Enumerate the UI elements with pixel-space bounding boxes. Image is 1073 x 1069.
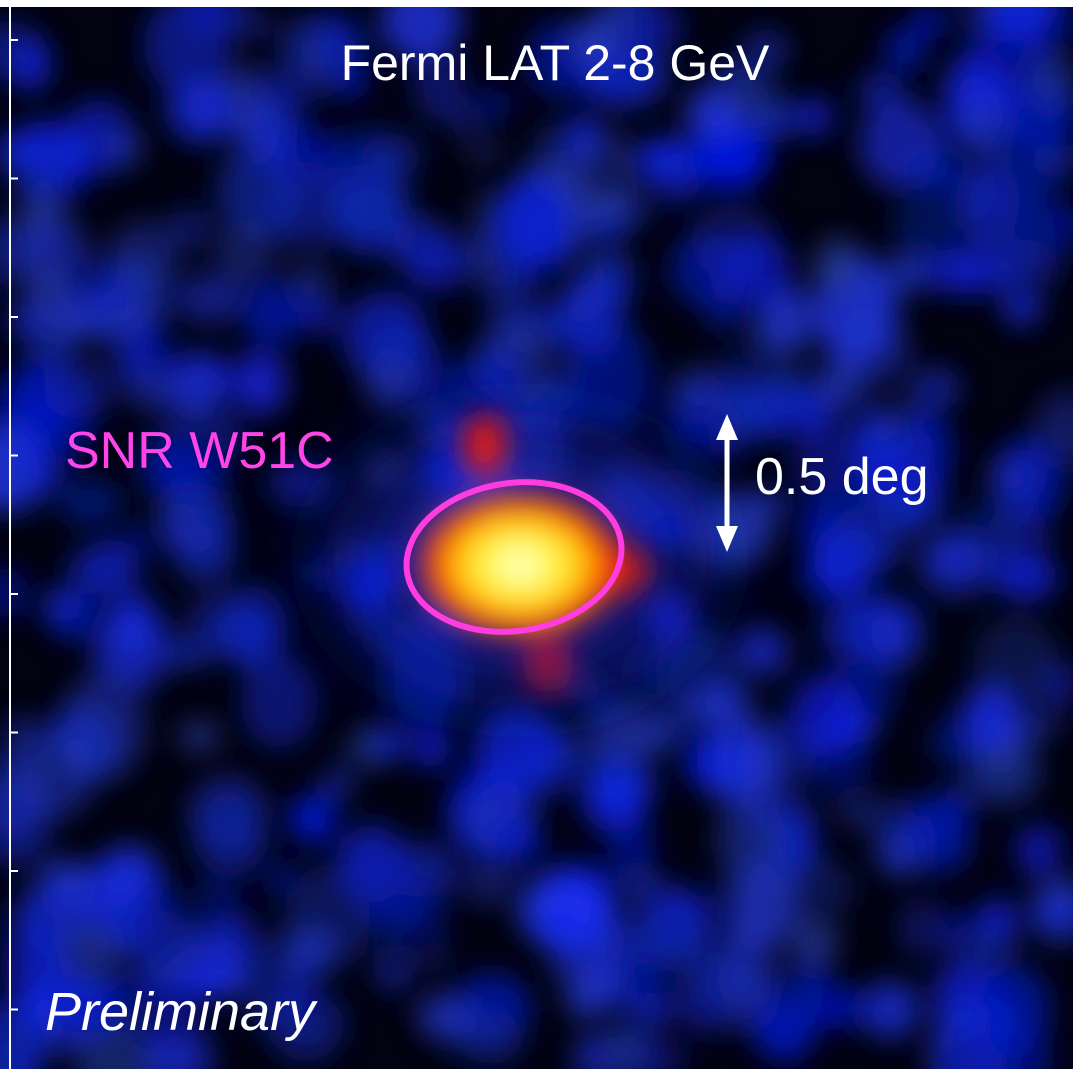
source-label: SNR W51C — [65, 422, 334, 480]
emission-blob — [906, 366, 961, 410]
count-map: Fermi LAT 2-8 GeV SNR W51C 0.5 deg Preli… — [0, 0, 1073, 1069]
emission-blob — [373, 943, 414, 994]
body: Fermi LAT 2-8 GeV SNR W51C 0.5 deg Preli… — [0, 0, 1073, 1069]
emission-blob — [636, 140, 683, 174]
hotspot-south — [522, 637, 574, 693]
emission-blob — [533, 124, 575, 166]
top-strip — [0, 0, 1073, 7]
emission-blob — [58, 479, 121, 526]
emission-blob — [916, 5, 945, 37]
emission-blob — [298, 298, 340, 336]
emission-blob — [447, 106, 485, 133]
emission-blob — [582, 774, 647, 833]
emission-blob — [862, 981, 918, 1040]
emission-blob — [994, 111, 1067, 201]
emission-blob — [183, 589, 259, 662]
emission-blob — [215, 218, 277, 284]
emission-blob — [815, 361, 864, 411]
emission-blob — [557, 275, 625, 358]
emission-blob — [275, 921, 347, 974]
emission-blob — [835, 794, 884, 829]
emission-blob — [417, 994, 474, 1039]
emission-blob — [235, 10, 268, 39]
emission-blob — [16, 149, 66, 207]
emission-blob — [913, 803, 972, 874]
emission-blob — [790, 859, 855, 917]
emission-blob — [323, 766, 353, 802]
scale-label: 0.5 deg — [755, 448, 929, 506]
emission-blob — [203, 913, 236, 941]
emission-blob — [128, 362, 171, 412]
emission-blob — [968, 741, 1040, 804]
emission-blob — [62, 256, 125, 320]
emission-blob — [46, 587, 99, 640]
emission-blob — [316, 10, 346, 34]
emission-blob — [197, 876, 240, 911]
hotspot-north — [463, 413, 507, 477]
emission-blob — [738, 416, 769, 442]
emission-blob — [813, 525, 878, 591]
emission-blob — [128, 886, 195, 966]
emission-blob — [166, 356, 226, 432]
emission-blob — [289, 793, 336, 844]
emission-blob — [890, 251, 929, 292]
emission-blob — [815, 237, 860, 295]
emission-blob — [20, 469, 58, 502]
title: Fermi LAT 2-8 GeV — [341, 35, 770, 91]
emission-blob — [916, 536, 996, 602]
emission-blob — [920, 130, 948, 152]
emission-blob — [463, 860, 516, 905]
emission-blob — [807, 985, 866, 1029]
emission-blob — [797, 96, 834, 138]
emission-blob — [166, 77, 236, 143]
emission-blob — [927, 426, 958, 464]
emission-blob — [925, 248, 980, 296]
emission-blob — [1027, 708, 1059, 740]
emission-blob — [264, 161, 349, 248]
emission-blob — [495, 177, 573, 278]
emission-blob — [632, 992, 675, 1029]
emission-blob — [987, 455, 1037, 498]
emission-blob — [669, 233, 748, 308]
emission-blob — [626, 902, 711, 967]
emission-blob — [820, 598, 907, 664]
emission-blob — [354, 859, 426, 937]
emission-blob — [977, 965, 1052, 1056]
emission-blob — [57, 922, 122, 986]
emission-blob — [717, 928, 778, 1007]
emission-blob — [720, 349, 770, 413]
emission-blob — [234, 351, 287, 416]
emission-blob — [262, 862, 300, 897]
emission-blob — [242, 280, 302, 347]
emission-blob — [979, 897, 1017, 944]
page: {"title": "Fermi LAT 2-8 GeV", "source_l… — [0, 0, 1073, 1069]
emission-blob — [179, 720, 220, 753]
emission-blob — [706, 717, 782, 815]
emission-blob — [176, 274, 243, 324]
emission-blob — [43, 362, 114, 419]
emission-blob — [572, 963, 624, 1011]
emission-blob — [9, 305, 46, 336]
emission-blob — [897, 897, 944, 958]
emission-blob — [419, 938, 449, 973]
emission-blob — [463, 137, 502, 166]
emission-blob — [536, 877, 620, 958]
emission-blob — [885, 25, 926, 73]
emission-blob — [790, 918, 838, 965]
emission-blob — [9, 38, 52, 92]
emission-blob — [1015, 825, 1062, 878]
emission-blob — [108, 130, 142, 167]
emission-blob — [586, 190, 634, 229]
emission-blob — [994, 239, 1059, 299]
emission-blob — [789, 674, 864, 757]
watermark: Preliminary — [45, 982, 318, 1042]
emission-blob — [193, 804, 267, 876]
emission-blob — [158, 499, 237, 559]
emission-blob — [498, 816, 543, 866]
emission-blob — [82, 539, 141, 596]
emission-blob — [406, 235, 467, 293]
